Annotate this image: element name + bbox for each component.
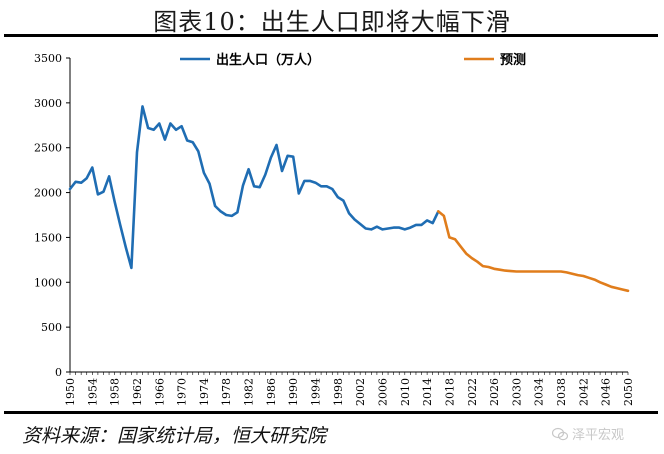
x-tick-label: 2038 <box>555 378 568 406</box>
x-tick-label: 1982 <box>243 378 256 406</box>
source-note: 资料来源：国家统计局，恒大研究院 <box>22 425 327 447</box>
chat-icon <box>551 427 568 440</box>
x-tick-label: 1950 <box>64 378 77 406</box>
y-axis: 0 500 1000 1500 2000 2500 3000 3500 <box>34 52 71 379</box>
y-tick-label: 3500 <box>34 52 62 65</box>
title-divider <box>4 34 658 37</box>
x-tick-label: 1990 <box>287 378 300 406</box>
x-tick-label: 2050 <box>622 378 635 406</box>
x-tick-label: 2034 <box>533 378 546 406</box>
series-line-actual <box>68 105 440 270</box>
x-tick-label: 2030 <box>510 378 523 406</box>
x-tick-label: 2042 <box>577 378 590 406</box>
legend-item-forecast-label: 预测 <box>500 52 526 68</box>
y-tick-label: 1000 <box>34 276 62 289</box>
y-tick-label: 3000 <box>34 97 62 110</box>
y-tick-label: 500 <box>41 321 62 334</box>
y-tick-label: 1500 <box>34 231 62 244</box>
x-tick-label: 1974 <box>198 378 211 406</box>
chart-title: 图表10：出生人口即将大幅下滑 <box>153 8 511 36</box>
x-tick-label: 2002 <box>354 378 367 406</box>
x-tick-label: 1994 <box>310 378 323 406</box>
legend: 出生人口（万人） 预测 <box>180 52 526 68</box>
y-tick-label: 0 <box>55 366 62 379</box>
x-tick-label: 2014 <box>421 378 434 406</box>
x-tick-label: 1998 <box>332 378 345 406</box>
x-axis: 1950 1954 1958 1962 1966 1970 1974 1978 1982 1986… <box>64 371 635 406</box>
source-divider <box>4 411 658 414</box>
x-tick-label: 1962 <box>131 378 144 406</box>
x-tick-label: 1954 <box>86 378 99 406</box>
x-tick-label: 2010 <box>399 378 412 406</box>
x-tick-label: 1970 <box>176 378 189 406</box>
x-tick-label: 2026 <box>488 378 501 406</box>
watermark: 泽平宏观 <box>551 424 624 443</box>
x-tick-label: 1978 <box>220 378 233 406</box>
x-tick-label: 2022 <box>466 378 479 406</box>
series-layer <box>68 105 630 293</box>
y-tick-label: 2000 <box>34 187 62 200</box>
x-tick-label: 2018 <box>443 378 456 406</box>
x-tick-label: 1958 <box>109 378 122 406</box>
x-tick-label: 2006 <box>376 378 389 406</box>
x-tick-label: 1986 <box>265 378 278 406</box>
legend-item-actual-label: 出生人口（万人） <box>216 52 320 68</box>
y-tick-label: 2500 <box>34 142 62 155</box>
x-tick-label: 2046 <box>600 378 613 406</box>
watermark-text: 泽平宏观 <box>571 428 624 443</box>
x-tick-label: 1966 <box>153 378 166 406</box>
series-line-forecast <box>436 210 630 293</box>
